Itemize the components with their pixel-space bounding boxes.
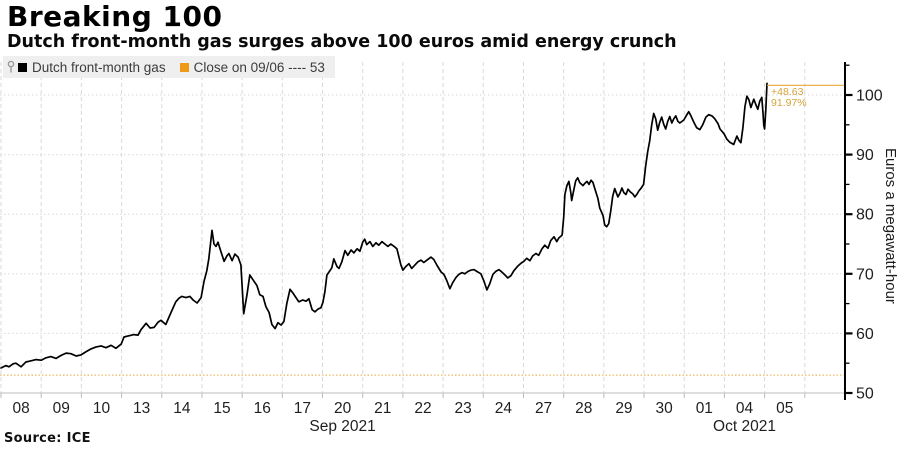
x-tick-label: 14 [173,400,191,417]
y-tick-label: 70 [856,266,874,283]
x-tick-label: 15 [213,400,230,417]
track-pin-icon [7,58,15,77]
x-tick-label: 05 [776,400,793,417]
y-tick-label: 90 [856,147,874,164]
y-tick-label: 80 [856,207,874,224]
chart-legend: Dutch front-month gas Close on 09/06 ---… [3,56,335,78]
x-tick-label: 23 [455,400,472,417]
x-tick-label: 20 [334,400,352,417]
y-tick-label: 100 [856,88,883,105]
x-month-label: Oct 2021 [713,418,776,435]
legend-item-reference[interactable]: Close on 09/06 ---- 53 [179,59,325,75]
page-subtitle: Dutch front-month gas surges above 100 e… [7,32,677,52]
x-tick-label: 04 [736,400,754,417]
x-month-label: Sep 2021 [309,418,375,435]
x-tick-label: 28 [575,400,592,417]
annotation-change: +48.63 [771,86,804,98]
x-tick-label: 30 [656,400,674,417]
y-tick-label: 50 [856,386,874,403]
annotation-change-pct: 91.97% [771,97,807,109]
reference-swatch [179,62,189,72]
legend-reference-label: Close on 09/06 ---- 53 [193,59,325,75]
page-title: Breaking 100 [7,0,223,33]
x-tick-label: 24 [495,400,513,417]
x-tick-label: 16 [254,400,271,417]
x-tick-label: 08 [12,400,29,417]
y-tick-label: 60 [856,326,874,343]
legend-series-label: Dutch front-month gas [32,59,166,75]
price-line [0,82,768,369]
series-swatch [18,62,27,72]
x-tick-label: 10 [93,400,111,417]
x-tick-label: 17 [294,400,311,417]
x-tick-label: 09 [53,400,70,417]
y-axis-unit-label: Euros a megawatt-hour [882,148,899,304]
x-tick-label: 01 [696,400,713,417]
x-tick-label: 22 [414,400,431,417]
source-credit: Source: ICE [4,431,91,446]
x-tick-label: 29 [615,400,632,417]
legend-item-series[interactable]: Dutch front-month gas [7,58,166,77]
x-tick-label: 13 [133,400,150,417]
x-tick-label: 21 [374,400,391,417]
x-tick-label: 27 [535,400,552,417]
